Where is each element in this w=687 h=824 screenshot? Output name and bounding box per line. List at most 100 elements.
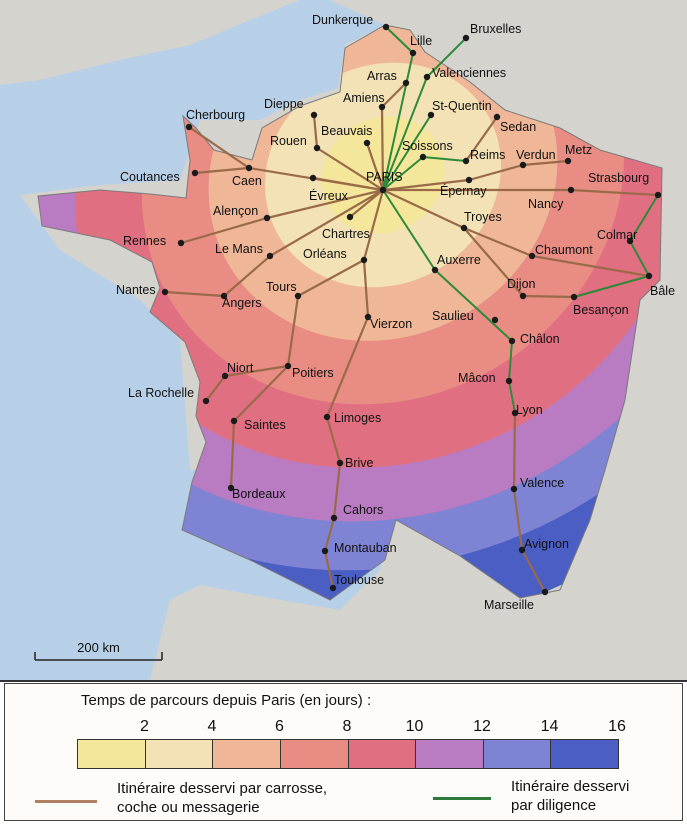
city-label: Montauban: [334, 541, 397, 555]
legend-tick: 14: [540, 718, 559, 735]
city-label: Toulouse: [334, 573, 384, 587]
city-dot: [227, 484, 235, 492]
city-bordeaux: Bordeaux: [227, 484, 286, 501]
city-dot: [346, 213, 354, 221]
city-label: Marseille: [484, 598, 534, 612]
city-dot: [177, 239, 185, 247]
legend-tick: 16: [608, 718, 626, 735]
city-dot: [564, 157, 572, 165]
carriage-route-paris-le mans-angers-nantes: [164, 189, 384, 298]
city-chartres: Chartres: [322, 213, 370, 241]
travel-time-map: Dunkerque Lille Bruxelles Valenciennes Arras…: [0, 0, 687, 682]
city-label: Lille: [410, 34, 432, 48]
city-dieppe: Dieppe: [264, 97, 318, 119]
city-poitiers: Poitiers: [284, 362, 334, 380]
city-label: Poitiers: [292, 366, 334, 380]
city-épernay: Épernay: [440, 176, 487, 198]
city-label: Nancy: [528, 197, 564, 211]
city-dot: [336, 459, 344, 467]
city-label: Arras: [367, 69, 397, 83]
city-dot: [329, 584, 337, 592]
legend-band-16: [551, 740, 618, 768]
city-dot: [202, 397, 210, 405]
city-label: Chartres: [322, 227, 370, 241]
france-border: [37, 24, 663, 601]
city-châlon: Châlon: [508, 332, 560, 346]
city-arras: Arras: [367, 69, 410, 87]
city-label: Dijon: [507, 277, 536, 291]
city-dot: [462, 34, 470, 42]
city-label: Colmar: [597, 228, 637, 242]
city-colmar: Colmar: [597, 228, 637, 245]
city-dot: [161, 288, 169, 296]
city-dot: [519, 292, 527, 300]
city-avignon: Avignon: [518, 537, 569, 554]
city-évreux: Évreux: [309, 174, 349, 203]
legend-tick: 8: [342, 718, 352, 735]
legend-tick: 4: [207, 718, 217, 735]
city-label: Épernay: [440, 183, 487, 198]
city-dot: [263, 214, 271, 222]
city-label: Auxerre: [437, 253, 481, 267]
city-mâcon: Mâcon: [458, 371, 513, 385]
city-label: Sedan: [500, 120, 536, 134]
city-dot: [423, 73, 431, 81]
legend-band-4: [145, 740, 214, 768]
city-dot: [508, 337, 516, 345]
city-valence: Valence: [510, 476, 564, 493]
city-angers: Angers: [220, 292, 262, 310]
city-lille: Lille: [409, 34, 432, 57]
city-dot: [626, 237, 634, 245]
city-label: Le Mans: [215, 242, 263, 256]
city-label: Coutances: [120, 170, 180, 184]
diligence-route-label: Itinéraire desservi par diligence: [511, 777, 629, 815]
city-label: Troyes: [464, 210, 502, 224]
city-label: Amiens: [343, 91, 385, 105]
legend-band-2: [78, 740, 146, 768]
city-dot: [654, 191, 662, 199]
city-dot: [431, 266, 439, 274]
city-nancy: Nancy: [528, 186, 575, 211]
city-dot: [330, 514, 338, 522]
city-dot: [221, 372, 229, 380]
city-label: Valenciennes: [432, 66, 506, 80]
city-brive: Brive: [336, 456, 374, 470]
city-label: Brive: [345, 456, 374, 470]
carriage-route-caen-coutances: [194, 166, 250, 175]
city-dot: [309, 174, 317, 182]
city-label: Bâle: [650, 284, 675, 298]
city-dot: [570, 293, 578, 301]
city-label: Reims: [470, 148, 505, 162]
city-dot: [493, 113, 501, 121]
city-vierzon: Vierzon: [364, 313, 412, 331]
city-dot: [185, 123, 193, 131]
city-reims: Reims: [462, 148, 505, 165]
city-dot: [220, 292, 228, 300]
city-st-quentin: St-Quentin: [427, 99, 492, 119]
carriage-route-paris-beauvais: [365, 142, 385, 191]
diligence-label-line2: par diligence: [511, 797, 597, 814]
city-dot: [323, 413, 331, 421]
legend-color-bar: [77, 739, 619, 769]
city-label: Vierzon: [370, 317, 412, 331]
city-dot: [245, 164, 253, 172]
land-britain: [0, 0, 300, 85]
city-dot: [363, 139, 371, 147]
city-label: La Rochelle: [128, 386, 194, 400]
city-label: Besançon: [573, 303, 629, 317]
city-chaumont: Chaumont: [528, 243, 593, 260]
city-toulouse: Toulouse: [329, 573, 384, 592]
city-label: Mâcon: [458, 371, 496, 385]
city-label: Angers: [222, 296, 262, 310]
city-dot: [191, 169, 199, 177]
city-dot: [284, 362, 292, 370]
city-dot: [230, 417, 238, 425]
legend-tick: 6: [275, 718, 284, 735]
city-dot: [379, 186, 387, 194]
city-rouen: Rouen: [270, 134, 321, 152]
carriage-route-paris-troyes-chaumont-bâle: [382, 189, 650, 278]
city-dot: [310, 111, 318, 119]
legend-band-12: [416, 740, 484, 768]
city-label: Évreux: [309, 188, 349, 203]
city-label: Saintes: [244, 418, 286, 432]
